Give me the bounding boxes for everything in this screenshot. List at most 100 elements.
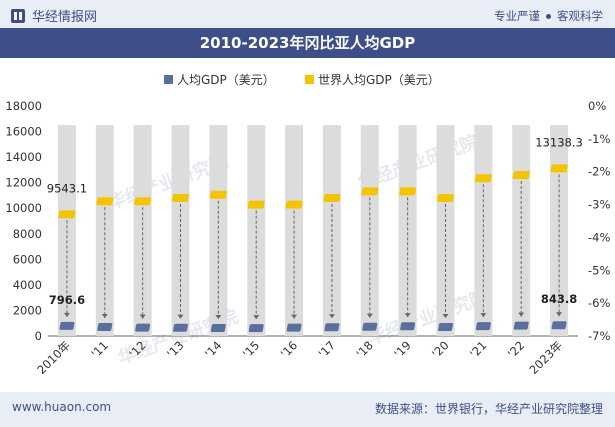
slogan-right: 客观科学 <box>557 9 603 23</box>
y-right-tick-label: 0% <box>588 99 606 113</box>
background-column <box>360 125 379 337</box>
slogan-left: 专业严谨 <box>494 9 540 23</box>
connector-arrow <box>480 313 487 318</box>
background-column <box>133 125 152 337</box>
data-label: 796.6 <box>49 293 85 307</box>
y-left-tick-label: 6000 <box>13 252 42 266</box>
y-left-tick-label: 18000 <box>5 99 42 113</box>
y-left-tick-label: 12000 <box>5 176 42 190</box>
y-right-tick-label: -4% <box>588 230 610 244</box>
world-ratio-marker <box>134 197 152 206</box>
background-column <box>398 125 417 337</box>
data-label: 9543.1 <box>47 181 87 195</box>
y-right-tick-label: -7% <box>588 329 610 343</box>
world-ratio-marker <box>209 190 227 199</box>
y-left-tick-label: 14000 <box>5 150 42 164</box>
chart-panel: 华经产业研究院 华经产业研究院 华经产业研究院 华经产业研究院 人均GDP（美元） 世界人… <box>0 58 615 392</box>
chart-title: 2010-2023年冈比亚人均GDP <box>0 28 615 58</box>
world-ratio-marker <box>361 187 379 196</box>
legend-swatch-world <box>305 75 314 84</box>
world-ratio-marker <box>512 171 530 179</box>
y-left-tick-label: 0 <box>35 329 42 343</box>
connector-arrow <box>518 312 525 317</box>
world-ratio-marker <box>474 174 492 183</box>
y-right-tick-label: -2% <box>588 165 610 179</box>
data-label: 13138.3 <box>535 135 583 149</box>
gdp-marker <box>286 323 302 332</box>
x-tick-label: '15 <box>240 338 262 360</box>
world-ratio-marker <box>323 194 341 202</box>
connector-arrow <box>556 312 563 317</box>
x-tick-label: '21 <box>467 338 489 360</box>
x-tick-label: '17 <box>316 338 338 360</box>
connector-arrow <box>253 315 260 320</box>
x-tick-label: '20 <box>429 338 451 360</box>
gdp-marker <box>135 323 151 332</box>
logo-icon <box>11 8 25 23</box>
connector-arrow <box>215 314 222 319</box>
connector-arrow <box>63 312 70 317</box>
gdp-marker <box>324 323 340 332</box>
world-ratio-marker <box>58 210 76 219</box>
gdp-marker <box>513 321 529 330</box>
y-right-tick-label: -6% <box>588 296 610 310</box>
gdp-marker <box>438 323 453 332</box>
y-left-tick-label: 4000 <box>13 278 42 292</box>
x-tick-label: '16 <box>278 338 300 360</box>
brand-logo[interactable]: 华经情报网 <box>10 6 97 25</box>
x-tick-label: 2010年 <box>34 338 73 377</box>
connector-arrow <box>291 314 298 319</box>
connector-arrow <box>101 314 108 319</box>
gdp-marker <box>400 322 416 331</box>
connector-arrow <box>404 313 411 318</box>
world-ratio-marker <box>285 200 303 209</box>
background-column <box>209 125 228 337</box>
logo-text: 华经情报网 <box>32 10 98 25</box>
watermark-text: 华经产业研究院 <box>365 285 491 349</box>
world-ratio-marker <box>399 187 417 196</box>
y-left-tick-label: 2000 <box>13 303 42 317</box>
connector-arrow <box>177 314 184 319</box>
gdp-marker <box>551 321 567 330</box>
y-right-tick-label: -3% <box>588 198 610 212</box>
x-tick-label: '14 <box>202 338 224 360</box>
gdp-marker <box>97 323 113 332</box>
world-ratio-marker <box>172 194 189 202</box>
x-tick-label: 2023年 <box>526 338 565 377</box>
background-column <box>512 125 531 337</box>
gdp-marker <box>248 324 264 333</box>
connector-arrow <box>139 314 146 319</box>
slogan: 专业严谨 客观科学 <box>494 8 603 24</box>
y-left-tick-label: 16000 <box>5 125 42 139</box>
background-column <box>95 125 114 337</box>
top-bar: 华经情报网 专业严谨 客观科学 <box>0 0 615 28</box>
footer: www.huaon.com 数据来源：世界银行，华经产业研究院整理 <box>0 392 615 427</box>
connector-arrow <box>442 314 449 319</box>
gdp-marker <box>362 322 378 331</box>
y-left-tick-label: 10000 <box>5 201 42 215</box>
x-tick-label: '22 <box>505 338 527 360</box>
gdp-marker <box>475 322 491 331</box>
gdp-marker <box>59 321 75 330</box>
connector-arrow <box>328 314 335 319</box>
world-ratio-marker <box>437 194 454 202</box>
site-link[interactable]: www.huaon.com <box>12 400 112 414</box>
connector-arrow <box>366 313 373 318</box>
legend-swatch-gdp <box>164 75 173 84</box>
data-source: 数据来源：世界银行，华经产业研究院整理 <box>374 402 603 416</box>
data-label: 843.8 <box>541 292 577 306</box>
y-right-tick-label: -1% <box>588 132 610 146</box>
x-tick-label: '19 <box>391 338 413 360</box>
gdp-marker <box>210 323 226 332</box>
y-left-tick-label: 8000 <box>13 227 42 241</box>
slogan-dot-icon <box>546 13 551 19</box>
y-right-tick-label: -5% <box>588 263 610 277</box>
legend-label-gdp: 人均GDP（美元） <box>177 73 275 87</box>
world-ratio-marker <box>550 164 568 173</box>
world-ratio-marker <box>247 200 265 209</box>
world-ratio-marker <box>96 197 114 206</box>
gdp-marker <box>173 323 188 332</box>
legend-label-world: 世界人均GDP（美元） <box>318 73 440 87</box>
